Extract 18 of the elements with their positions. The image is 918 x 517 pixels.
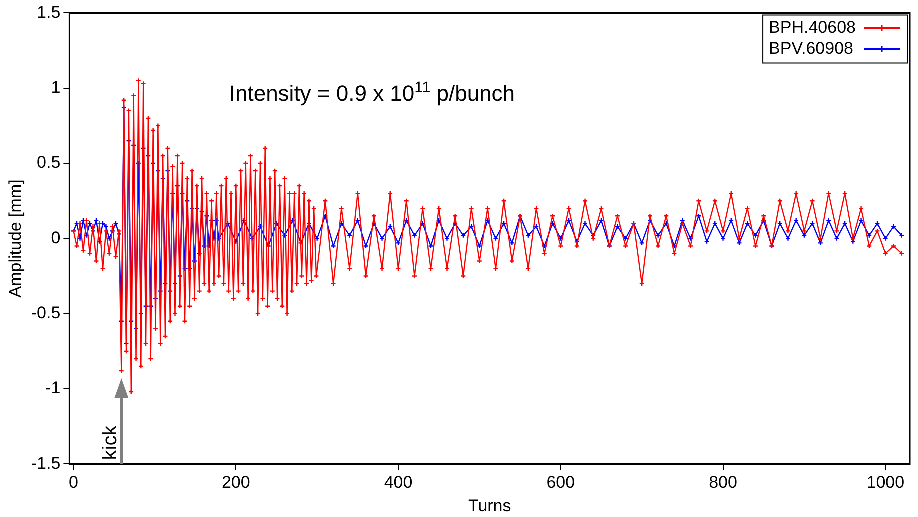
y-tick-label: 0.5 (37, 153, 61, 172)
x-tick-label: 600 (546, 473, 576, 492)
x-axis-title: Turns (468, 496, 512, 516)
y-tick-label: -1.5 (31, 454, 61, 473)
legend-label: BPH.40608 (769, 18, 856, 37)
y-axis-title: Amplitude [mm] (6, 180, 25, 298)
x-tick-label: 400 (384, 473, 413, 492)
ref-line-label: kick (100, 424, 122, 460)
x-tick-label: 1000 (866, 473, 905, 492)
legend-label: BPV.60908 (769, 38, 854, 58)
y-tick-label: 0 (51, 228, 61, 248)
y-tick-label: -0.5 (31, 304, 61, 323)
x-tick-label: 200 (222, 473, 250, 492)
y-tick-label: -1 (46, 378, 61, 398)
x-tick-label: 800 (709, 473, 738, 492)
x-tick-label: 0 (69, 473, 78, 492)
y-tick-label: 1.5 (37, 2, 61, 22)
y-tick-label: 1 (51, 78, 61, 98)
